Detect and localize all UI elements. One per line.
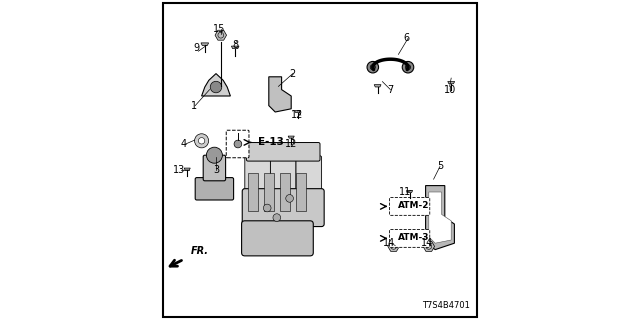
Polygon shape xyxy=(288,136,294,138)
Text: 14: 14 xyxy=(421,238,433,248)
Text: 12: 12 xyxy=(291,110,304,120)
Text: 15: 15 xyxy=(213,24,225,34)
Bar xyxy=(248,173,258,211)
Text: 6: 6 xyxy=(403,33,410,44)
Circle shape xyxy=(403,61,414,73)
FancyBboxPatch shape xyxy=(195,178,234,200)
Polygon shape xyxy=(294,110,301,113)
FancyBboxPatch shape xyxy=(242,221,314,256)
Text: ATM-3: ATM-3 xyxy=(398,233,430,242)
Text: 10: 10 xyxy=(444,84,456,95)
Circle shape xyxy=(406,65,411,70)
Bar xyxy=(296,173,306,211)
FancyBboxPatch shape xyxy=(389,197,430,215)
Text: 8: 8 xyxy=(232,40,238,50)
Polygon shape xyxy=(426,186,454,250)
Text: FR.: FR. xyxy=(191,246,209,256)
Polygon shape xyxy=(202,74,230,96)
FancyBboxPatch shape xyxy=(246,142,320,161)
Polygon shape xyxy=(184,168,190,170)
Circle shape xyxy=(234,140,242,148)
Circle shape xyxy=(206,147,223,163)
Bar xyxy=(280,173,290,211)
FancyBboxPatch shape xyxy=(227,130,249,158)
Text: 14: 14 xyxy=(383,238,395,248)
Polygon shape xyxy=(429,192,451,243)
Polygon shape xyxy=(269,77,291,112)
FancyBboxPatch shape xyxy=(296,156,322,195)
FancyBboxPatch shape xyxy=(204,155,226,181)
FancyBboxPatch shape xyxy=(389,229,430,247)
Polygon shape xyxy=(448,82,454,84)
FancyBboxPatch shape xyxy=(270,156,296,195)
Bar xyxy=(264,173,274,211)
Text: 4: 4 xyxy=(181,139,187,149)
Text: 11: 11 xyxy=(399,187,411,197)
Text: 12: 12 xyxy=(285,139,298,149)
Polygon shape xyxy=(374,85,381,87)
Polygon shape xyxy=(388,241,399,252)
Circle shape xyxy=(370,65,375,70)
Circle shape xyxy=(264,204,271,212)
Circle shape xyxy=(195,134,209,148)
Text: T7S4B4701: T7S4B4701 xyxy=(422,301,470,310)
Circle shape xyxy=(367,61,378,73)
Polygon shape xyxy=(423,241,435,252)
Text: 3: 3 xyxy=(213,164,219,175)
Text: 9: 9 xyxy=(194,43,200,53)
Polygon shape xyxy=(406,190,413,193)
Circle shape xyxy=(198,138,205,144)
Polygon shape xyxy=(215,30,227,40)
Text: 5: 5 xyxy=(437,161,443,172)
Circle shape xyxy=(286,195,293,202)
FancyBboxPatch shape xyxy=(243,189,324,227)
Circle shape xyxy=(273,214,280,221)
Circle shape xyxy=(210,81,222,93)
FancyBboxPatch shape xyxy=(245,156,270,195)
Text: 2: 2 xyxy=(290,68,296,79)
Text: E-13: E-13 xyxy=(258,137,284,148)
Polygon shape xyxy=(201,43,209,45)
Text: 13: 13 xyxy=(173,164,186,175)
Text: 7: 7 xyxy=(387,84,394,95)
Text: 1: 1 xyxy=(191,100,196,111)
Text: ATM-2: ATM-2 xyxy=(398,201,430,210)
Polygon shape xyxy=(232,46,239,49)
